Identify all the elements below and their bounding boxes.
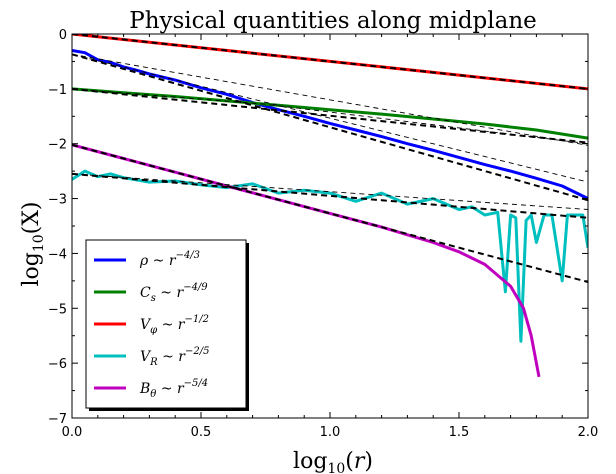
x-axis-label: log10(r) xyxy=(293,449,373,474)
y-tick-label: −3 xyxy=(48,193,67,208)
x-tick-label: 1.5 xyxy=(449,425,470,440)
fit-line-2 xyxy=(72,53,588,146)
y-tick-label: −2 xyxy=(48,138,67,153)
fit-line-5 xyxy=(72,88,588,145)
y-axis-label: log10(X) xyxy=(19,201,47,286)
x-tick-label: 1.0 xyxy=(320,425,341,440)
legend: ρ ~ r−4/3Cs ~ r−4/9Vφ ~ r−1/2VR ~ r−2/5B… xyxy=(85,239,249,411)
fit-line-0 xyxy=(72,34,588,90)
y-tick-label: −7 xyxy=(48,412,67,427)
y-tick-label: 0 xyxy=(59,28,67,43)
series-group xyxy=(72,34,588,378)
y-tick-label: −5 xyxy=(48,302,67,317)
y-tick-label: −1 xyxy=(48,83,67,98)
x-tick-label: 0.5 xyxy=(191,425,212,440)
fit-line-7 xyxy=(72,172,588,219)
fit-line-3 xyxy=(72,53,588,183)
plot-area: 0.0 0.5 1.0 1.5 2.0 0 −1 −2 −3 −4 −5 −6 −7 xyxy=(48,28,599,440)
chart-title: Physical quantities along midplane xyxy=(129,8,537,34)
series-line-1 xyxy=(72,87,588,140)
fit-line-4 xyxy=(72,87,588,144)
y-tick-label: −6 xyxy=(48,357,67,372)
fit-line-6 xyxy=(72,143,588,283)
y-tick-label: −4 xyxy=(48,247,67,262)
x-tick-label: 2.0 xyxy=(578,425,599,440)
series-line-0 xyxy=(72,49,588,200)
x-tick-label: 0.0 xyxy=(62,425,83,440)
